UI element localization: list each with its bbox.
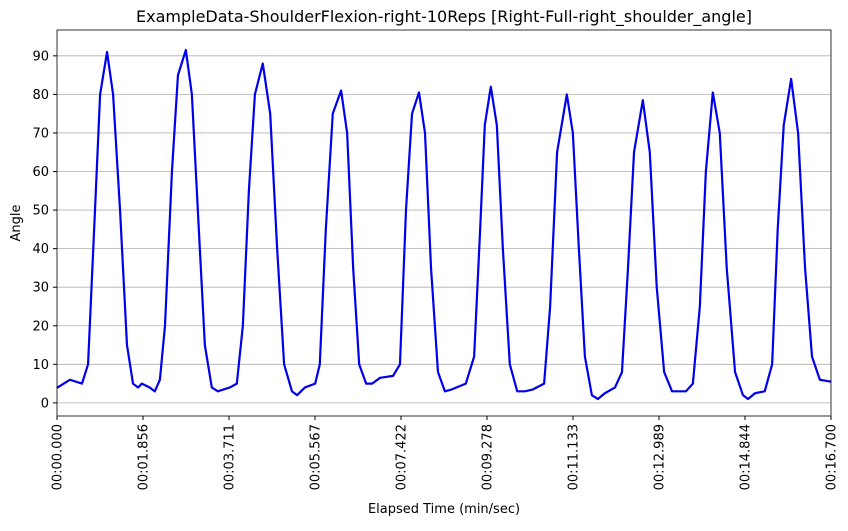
x-tick-label: 00:01.856 xyxy=(137,424,152,490)
data-line xyxy=(56,48,832,401)
x-tick-label: 00:14.844 xyxy=(738,424,753,490)
y-tick-label: 20 xyxy=(32,319,49,334)
x-tick-label: 00:11.133 xyxy=(566,424,581,490)
x-tick-label: 00:07.422 xyxy=(394,424,409,490)
y-tick-label: 90 xyxy=(32,49,49,64)
x-tick-label: 00:09.278 xyxy=(481,424,496,490)
y-tick-label: 50 xyxy=(32,204,49,219)
y-tick-label: 40 xyxy=(32,242,49,257)
x-tick-label: 00:03.711 xyxy=(222,424,237,490)
y-tick-label: 0 xyxy=(41,396,49,411)
y-tick-label: 60 xyxy=(32,165,49,180)
y-axis-label: Angle xyxy=(9,205,24,242)
plot-frame xyxy=(56,29,832,417)
y-tick-label: 70 xyxy=(32,126,49,141)
chart-title: ExampleData-ShoulderFlexion-right-10Reps… xyxy=(136,7,752,27)
x-tick-label: 00:00.000 xyxy=(51,424,66,490)
x-tick-label: 00:05.567 xyxy=(309,424,324,490)
y-tick-label: 10 xyxy=(32,358,49,373)
x-tick-label: 00:16.700 xyxy=(825,424,840,490)
x-axis-label: Elapsed Time (min/sec) xyxy=(368,502,520,517)
y-tick-label: 80 xyxy=(32,88,49,103)
y-tick-label: 30 xyxy=(32,281,49,296)
x-tick-label: 00:12.989 xyxy=(653,424,668,490)
